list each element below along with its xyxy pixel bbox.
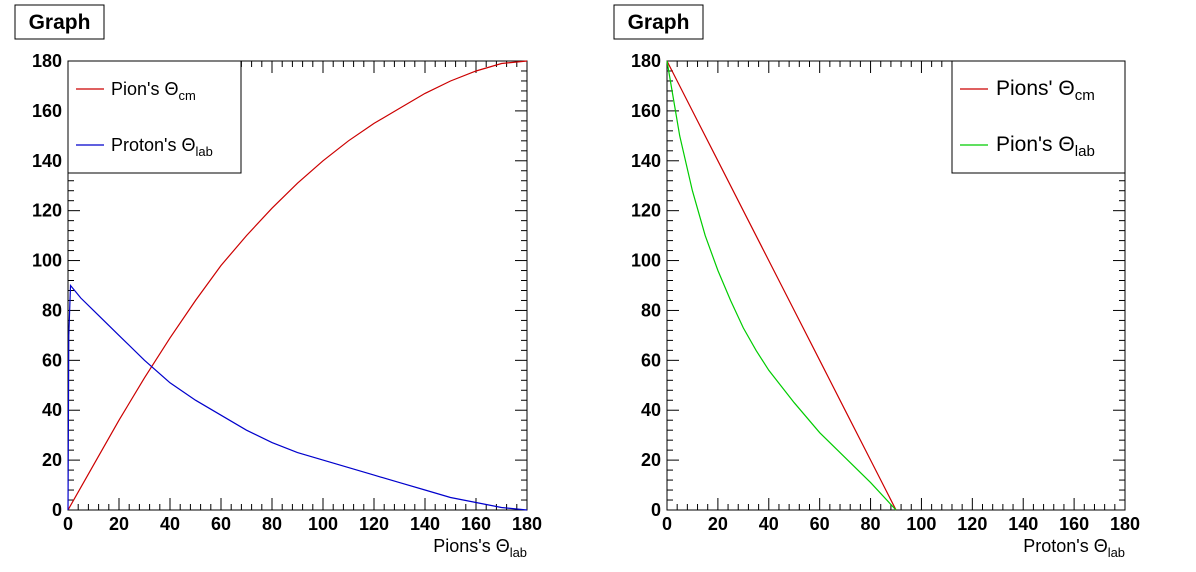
legend-label: Pion's Θlab — [996, 133, 1095, 160]
legend: Pion's Θcm Proton's Θlab — [67, 60, 242, 174]
plot-frame — [67, 60, 528, 511]
y-tick-label: 100 — [32, 251, 62, 271]
x-tick-label: 140 — [1008, 514, 1038, 534]
series-line-2 — [666, 60, 897, 511]
y-tick-label: 40 — [641, 400, 661, 420]
x-tick-label: 0 — [63, 514, 73, 534]
y-tick-label: 120 — [631, 201, 661, 221]
x-tick-label: 160 — [461, 514, 491, 534]
x-tick-label: 60 — [810, 514, 830, 534]
y-tick-label: 180 — [32, 51, 62, 71]
x-tick-label: 140 — [410, 514, 440, 534]
x-tick-label: 0 — [662, 514, 672, 534]
x-axis-label: Pions's Θlab — [433, 536, 527, 560]
chart-panel-1: Graph 0 20 40 60 80 100 120 140 160 180 0 20 40 60 80 10… — [14, 4, 542, 560]
y-tick-label: 100 — [631, 251, 661, 271]
y-tick-label: 40 — [42, 400, 62, 420]
title-box — [14, 4, 105, 40]
y-tick-label: 20 — [42, 450, 62, 470]
legend-label: Pions' Θcm — [996, 77, 1095, 104]
x-tick-label: 120 — [359, 514, 389, 534]
y-tick-label: 60 — [42, 350, 62, 370]
y-tick-label: 160 — [32, 101, 62, 121]
x-tick-label: 100 — [308, 514, 338, 534]
x-tick-label: 40 — [759, 514, 779, 534]
y-tick-label: 140 — [631, 151, 661, 171]
legend-box — [951, 60, 1126, 174]
legend-label: Proton's Θlab — [111, 135, 213, 159]
x-tick-label: 40 — [160, 514, 180, 534]
title-box — [613, 4, 704, 40]
y-tick-label: 0 — [52, 500, 62, 520]
y-tick-label: 0 — [651, 500, 661, 520]
y-tick-label: 20 — [641, 450, 661, 470]
series-line-2 — [67, 283, 528, 511]
y-tick-label: 160 — [631, 101, 661, 121]
x-tick-label: 120 — [957, 514, 987, 534]
legend-box — [67, 60, 242, 174]
x-tick-label: 60 — [211, 514, 231, 534]
x-tick-label: 180 — [512, 514, 542, 534]
y-tick-label: 60 — [641, 350, 661, 370]
x-tick-label: 100 — [906, 514, 936, 534]
x-tick-label: 80 — [262, 514, 282, 534]
series-line-1 — [666, 60, 897, 511]
x-tick-label: 80 — [861, 514, 881, 534]
chart-title: Graph — [29, 11, 91, 34]
legend: Pions' Θcm Pion's Θlab — [951, 60, 1126, 174]
legend-label: Pion's Θcm — [111, 79, 196, 103]
chart-title: Graph — [628, 11, 690, 34]
x-axis-label: Proton's Θlab — [1023, 536, 1125, 560]
y-tick-label: 80 — [641, 300, 661, 320]
y-tick-label: 80 — [42, 300, 62, 320]
x-tick-label: 180 — [1110, 514, 1140, 534]
y-tick-label: 180 — [631, 51, 661, 71]
chart-panel-2: Graph 0 20 40 60 80 100 120 140 160 180 0 20 40 60 80 10… — [613, 4, 1140, 560]
x-tick-label: 160 — [1059, 514, 1089, 534]
y-tick-label: 120 — [32, 201, 62, 221]
series-line-1 — [67, 60, 528, 511]
y-tick-label: 140 — [32, 151, 62, 171]
x-tick-label: 20 — [708, 514, 728, 534]
x-tick-label: 20 — [109, 514, 129, 534]
